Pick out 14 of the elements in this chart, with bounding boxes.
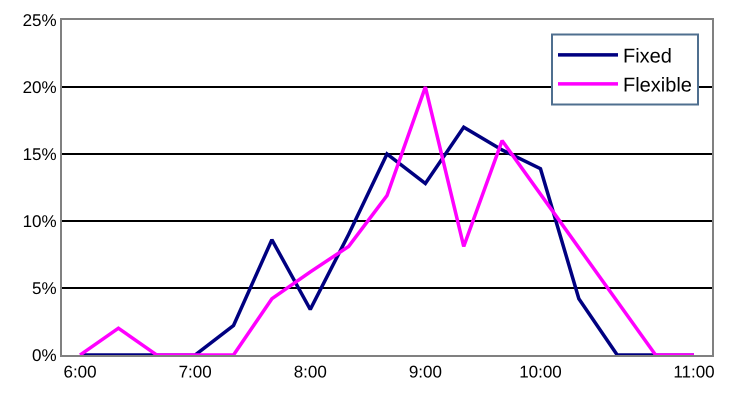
legend-label: Flexible [623, 74, 692, 97]
x-tick-label: 6:00 [63, 362, 97, 382]
y-tick-label: 10% [22, 212, 57, 231]
y-tick-label: 15% [22, 144, 57, 164]
y-tick-label: 25% [22, 10, 57, 30]
x-tick-label: 11:00 [673, 362, 715, 382]
y-tick-label: 5% [32, 278, 57, 298]
x-tick-label: 9:00 [408, 362, 442, 382]
x-tick-label: 7:00 [178, 362, 212, 382]
legend-label: Fixed [623, 46, 672, 68]
x-tick-label: 8:00 [294, 362, 327, 382]
y-tick-label: 0% [32, 346, 57, 365]
x-tick-label: 10:00 [519, 362, 562, 382]
y-tick-label: 20% [22, 78, 57, 97]
